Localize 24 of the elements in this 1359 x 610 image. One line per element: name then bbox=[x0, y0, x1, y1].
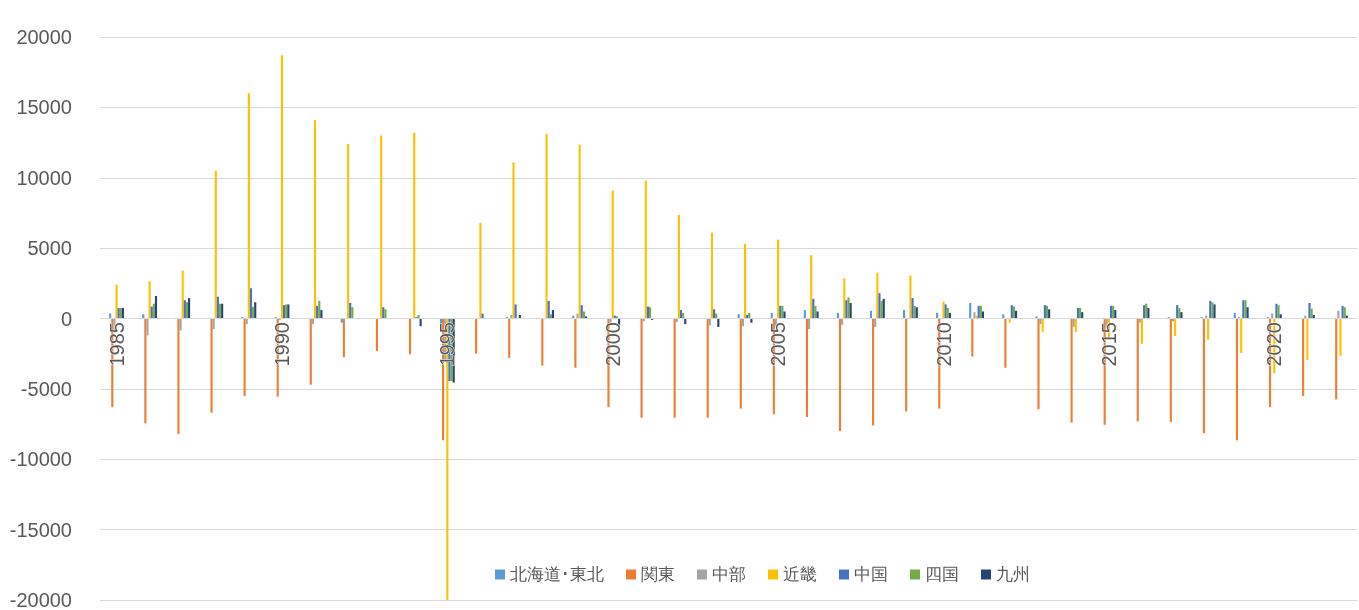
legend-label: 近畿 bbox=[783, 565, 817, 584]
legend-label: 中部 bbox=[712, 565, 746, 584]
legend-label: 九州 bbox=[996, 565, 1030, 584]
legend-label: 関東 bbox=[641, 565, 675, 584]
y-tick-label: -10000 bbox=[9, 448, 72, 471]
x-tick-label: 2020 bbox=[1263, 322, 1286, 367]
legend-label: 北海道･東北 bbox=[510, 565, 604, 584]
y-tick-label: -20000 bbox=[9, 589, 72, 610]
x-tick-label: 1990 bbox=[270, 322, 293, 367]
y-tick-label: -15000 bbox=[9, 518, 72, 541]
x-tick-label: 1985 bbox=[105, 322, 128, 367]
x-tick-label: 2000 bbox=[601, 322, 624, 367]
y-tick-label: -5000 bbox=[20, 377, 72, 400]
y-tick-label: 20000 bbox=[16, 26, 72, 48]
y-tick-label: 10000 bbox=[16, 166, 72, 189]
x-tick-label: 1995 bbox=[436, 322, 459, 367]
x-tick-label: 2010 bbox=[932, 322, 955, 367]
legend-label: 四国 bbox=[925, 565, 959, 584]
legend-label: 中国 bbox=[854, 565, 888, 584]
y-tick-label: 15000 bbox=[16, 96, 72, 119]
x-tick-label: 2015 bbox=[1097, 322, 1120, 367]
x-tick-label: 2005 bbox=[767, 322, 790, 367]
y-tick-label: 0 bbox=[60, 307, 72, 330]
y-tick-label: 5000 bbox=[27, 237, 72, 260]
